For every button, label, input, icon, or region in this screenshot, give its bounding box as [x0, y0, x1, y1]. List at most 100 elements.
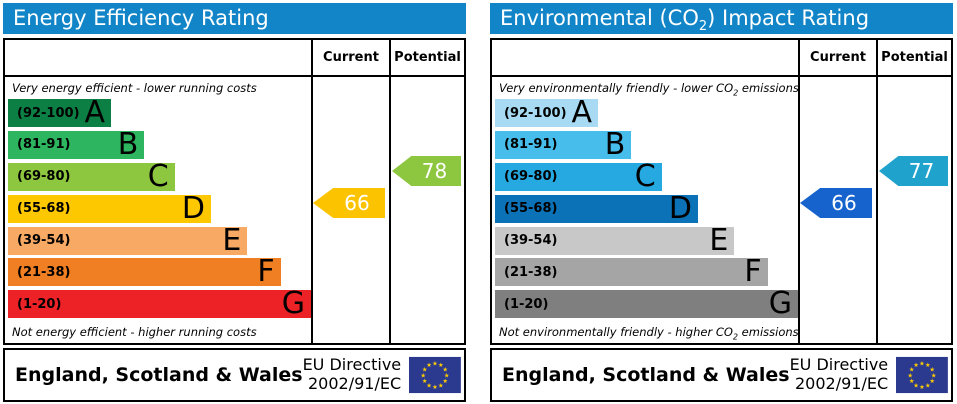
band-letter: D	[181, 190, 205, 226]
svg-text:★: ★	[925, 383, 931, 390]
band-letter: A	[84, 95, 106, 130]
band-b: (81-91) B	[495, 126, 632, 162]
band-letter: C	[634, 158, 656, 194]
svg-text:★: ★	[919, 361, 925, 368]
column-divider	[311, 40, 313, 343]
eu-directive-label: EU Directive 2002/91/EC	[789, 355, 889, 393]
header-row-divider	[492, 75, 951, 77]
environmental-impact-panel: Environmental (CO2) Impact Rating Curren…	[490, 3, 953, 402]
svg-text:★: ★	[925, 362, 931, 369]
potential-column-header: Potential	[881, 50, 948, 65]
band-d: (55-68) D	[8, 190, 211, 226]
band-e: (39-54) E	[8, 222, 248, 258]
svg-text:★: ★	[909, 378, 915, 385]
svg-text:★: ★	[907, 372, 913, 379]
band-a: (92-100) A	[495, 95, 599, 130]
band-e: (39-54) E	[495, 222, 735, 258]
band-d: (55-68) D	[495, 190, 698, 226]
band-range: (69-80)	[504, 169, 558, 185]
band-g: (1-20) G	[495, 286, 798, 322]
svg-text:★: ★	[444, 372, 450, 379]
band-c: (69-80) C	[495, 158, 662, 194]
co2-rating-chart: Current Potential Very environmentally f…	[490, 38, 953, 345]
potential-rating-arrow: 77	[879, 156, 948, 186]
band-letter: F	[257, 254, 275, 290]
band-letter: G	[281, 286, 305, 322]
svg-text:★: ★	[929, 378, 935, 385]
band-range: (69-80)	[17, 169, 71, 185]
band-range: (21-38)	[17, 264, 71, 280]
current-rating-arrow: 66	[313, 188, 385, 218]
region-label: England, Scotland & Wales	[502, 364, 790, 386]
title-text-end: ) Impact Rating	[707, 6, 870, 30]
band-f: (21-38) F	[495, 254, 768, 290]
band-range: (92-100)	[504, 105, 567, 121]
svg-text:★: ★	[919, 384, 925, 391]
rating-bands: (92-100) A (81-91) B (69-80) C (55-68) D (39…	[8, 95, 311, 322]
current-column-header: Current	[323, 50, 379, 65]
region-label: England, Scotland & Wales	[15, 364, 303, 386]
svg-text:★: ★	[442, 378, 448, 385]
energy-efficiency-panel: Energy Efficiency Rating Current Potenti…	[3, 3, 466, 402]
svg-text:★: ★	[438, 362, 444, 369]
band-range: (21-38)	[504, 264, 558, 280]
band-range: (55-68)	[504, 201, 558, 217]
band-range: (92-100)	[17, 105, 80, 121]
band-letter: B	[117, 126, 139, 162]
bottom-note: Not energy efficient - higher running co…	[12, 325, 257, 339]
svg-text:★: ★	[420, 372, 426, 379]
band-letter: A	[571, 95, 593, 130]
eu-flag-icon: ★ ★★ ★★★ ★★★ ★★★	[409, 356, 461, 394]
column-divider	[798, 40, 800, 343]
top-note: Very environmentally friendly - lower CO…	[499, 81, 799, 98]
band-letter: C	[147, 158, 169, 194]
panel-footer: England, Scotland & Wales EU Directive 20…	[3, 348, 466, 402]
band-range: (39-54)	[17, 233, 71, 249]
svg-text:★: ★	[929, 366, 935, 373]
title-text: Energy Efficiency Rating	[13, 6, 269, 30]
svg-text:★: ★	[432, 361, 438, 368]
potential-rating-arrow: 78	[392, 156, 461, 186]
band-a: (92-100) A	[8, 95, 112, 130]
band-range: (81-91)	[17, 137, 71, 153]
top-note: Very energy efficient - lower running co…	[12, 81, 257, 95]
band-b: (81-91) B	[8, 126, 145, 162]
band-range: (1-20)	[17, 296, 62, 312]
band-c: (69-80) C	[8, 158, 175, 194]
band-range: (81-91)	[504, 137, 558, 153]
svg-text:★: ★	[432, 384, 438, 391]
svg-text:★: ★	[422, 378, 428, 385]
potential-column-header: Potential	[394, 50, 461, 65]
title-text: Environmental (CO	[500, 6, 699, 30]
header-row-divider	[5, 75, 464, 77]
band-letter: E	[709, 222, 729, 258]
svg-text:★: ★	[913, 362, 919, 369]
band-f: (21-38) F	[8, 254, 281, 290]
co2-panel-title: Environmental (CO2) Impact Rating	[490, 3, 953, 34]
svg-text:★: ★	[426, 383, 432, 390]
band-letter: D	[668, 190, 692, 226]
bottom-note: Not environmentally friendly - higher CO…	[499, 325, 799, 342]
energy-rating-chart: Current Potential Very energy efficient …	[3, 38, 466, 345]
column-divider	[389, 40, 391, 343]
svg-text:★: ★	[426, 362, 432, 369]
svg-text:★: ★	[913, 383, 919, 390]
eu-flag-icon: ★ ★★ ★★★ ★★★ ★★★	[896, 356, 948, 394]
band-letter: F	[744, 254, 762, 290]
current-rating-arrow: 66	[800, 188, 872, 218]
band-letter: B	[604, 126, 626, 162]
current-column-header: Current	[810, 50, 866, 65]
column-divider	[876, 40, 878, 343]
band-letter: G	[768, 286, 792, 322]
title-subscript: 2	[698, 19, 708, 35]
band-range: (55-68)	[17, 201, 71, 217]
panel-footer: England, Scotland & Wales EU Directive 20…	[490, 348, 953, 402]
band-letter: E	[222, 222, 242, 258]
energy-panel-title: Energy Efficiency Rating	[3, 3, 466, 34]
svg-text:★: ★	[931, 372, 937, 379]
svg-text:★: ★	[422, 366, 428, 373]
band-g: (1-20) G	[8, 286, 311, 322]
svg-text:★: ★	[438, 383, 444, 390]
eu-directive-label: EU Directive 2002/91/EC	[302, 355, 402, 393]
band-range: (1-20)	[504, 296, 549, 312]
